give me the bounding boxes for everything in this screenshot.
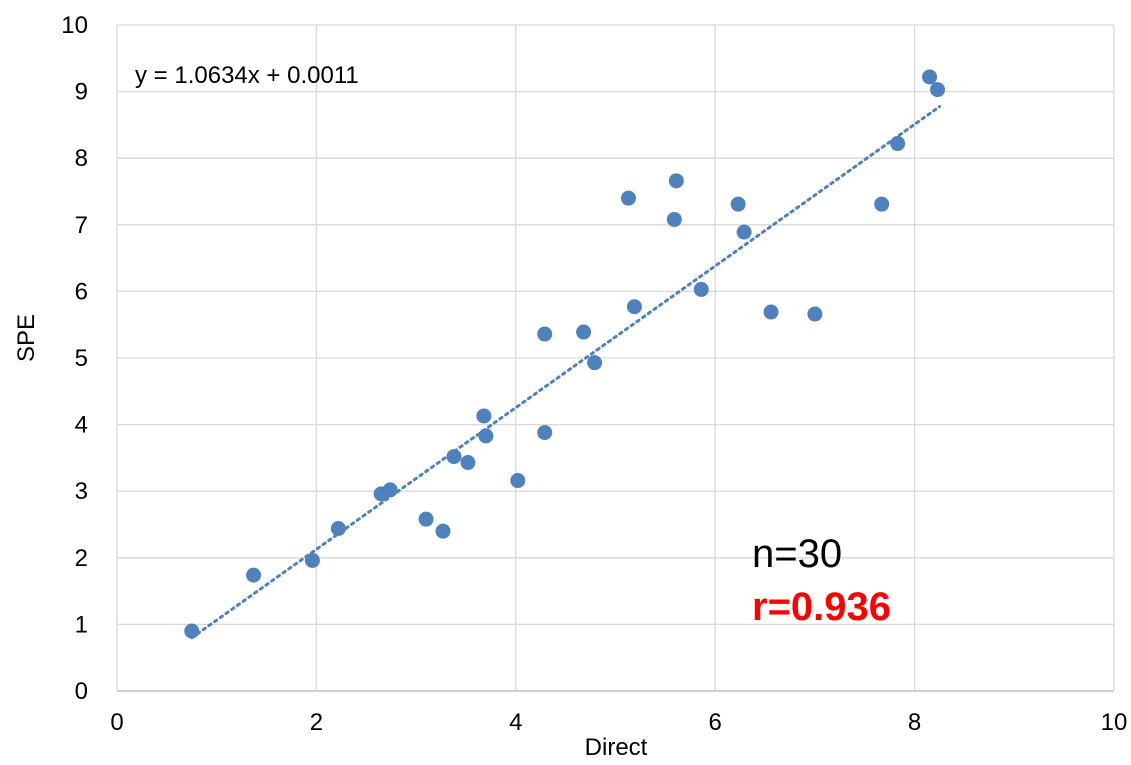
data-point [922, 69, 938, 85]
y-tick-label: 4 [75, 412, 88, 439]
y-tick-label: 8 [75, 145, 88, 172]
data-points [184, 69, 946, 639]
trendline [190, 105, 942, 640]
data-point [446, 449, 462, 465]
data-point [807, 306, 823, 322]
data-point [666, 211, 682, 227]
data-point [304, 552, 320, 568]
y-tick-label: 10 [61, 12, 88, 39]
y-tick-label: 9 [75, 79, 88, 106]
data-point [418, 511, 434, 527]
y-tick-label: 2 [75, 545, 88, 572]
data-point [537, 326, 553, 342]
sample-size-label: n=30 [752, 532, 842, 576]
data-point [330, 520, 346, 536]
data-point [510, 473, 526, 489]
y-tick-label: 5 [75, 345, 88, 372]
x-tick-label: 2 [310, 709, 323, 736]
data-point [874, 196, 890, 212]
data-point [576, 324, 592, 340]
y-tick-label: 3 [75, 478, 88, 505]
x-tick-label: 4 [509, 709, 522, 736]
x-tick-label: 6 [709, 709, 722, 736]
y-axis-label: SPE [13, 314, 40, 362]
data-point [537, 425, 553, 441]
data-point [890, 136, 906, 152]
data-point [693, 281, 709, 297]
data-point [476, 408, 492, 424]
data-point [626, 299, 642, 315]
data-point [478, 428, 494, 444]
data-point [184, 623, 200, 639]
y-tick-label: 0 [75, 678, 88, 705]
y-tick-label: 6 [75, 278, 88, 305]
chart-labels: y = 1.0634x + 0.0011 n=30 r=0.936 Direct… [13, 62, 891, 761]
data-point [460, 455, 476, 471]
data-point [930, 82, 946, 98]
data-point [246, 567, 262, 583]
data-point [730, 196, 746, 212]
data-point [382, 482, 398, 498]
data-point [668, 173, 684, 189]
data-point [587, 355, 603, 371]
y-tick-label: 7 [75, 212, 88, 239]
correlation-label: r=0.936 [752, 585, 891, 629]
axes: 0 2 4 6 8 10 0 1 2 3 4 5 6 7 8 9 10 [61, 12, 1127, 736]
x-tick-label: 8 [908, 709, 921, 736]
grid-lines [117, 24, 1115, 691]
data-point [435, 523, 451, 539]
data-point [763, 304, 779, 320]
x-axis-label: Direct [585, 734, 648, 760]
x-tick-label: 10 [1101, 709, 1128, 736]
trendline-equation: y = 1.0634x + 0.0011 [135, 62, 359, 89]
x-tick-label: 0 [110, 709, 123, 736]
data-point [736, 224, 752, 240]
data-point [620, 190, 636, 206]
trendline-group [190, 105, 942, 640]
y-tick-label: 1 [75, 611, 88, 638]
